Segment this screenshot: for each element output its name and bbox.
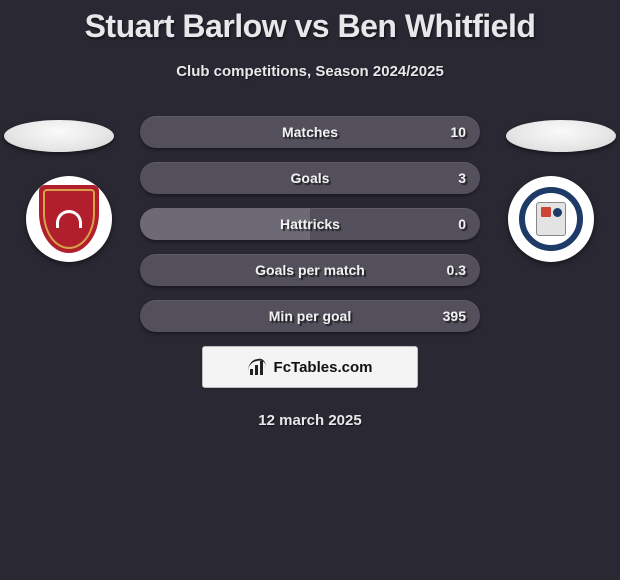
brand-text: FcTables.com — [274, 359, 373, 376]
stat-row-min-per-goal: Min per goal 395 — [140, 300, 480, 332]
player-pill-right — [506, 120, 616, 152]
stat-value-right: 395 — [443, 308, 466, 324]
stat-label: Hattricks — [280, 216, 340, 232]
player-pill-left — [4, 120, 114, 152]
brand-box[interactable]: FcTables.com — [202, 346, 418, 388]
stat-label: Matches — [282, 124, 338, 140]
club-badge-right — [508, 176, 594, 262]
stat-value-right: 3 — [458, 170, 466, 186]
stat-row-hattricks: Hattricks 0 — [140, 208, 480, 240]
stat-row-matches: Matches 10 — [140, 116, 480, 148]
subtitle: Club competitions, Season 2024/2025 — [0, 63, 620, 80]
comparison-panel: Matches 10 Goals 3 Hattricks 0 Goals per… — [0, 116, 620, 429]
morecambe-crest-icon — [39, 185, 99, 253]
stat-row-goals: Goals 3 — [140, 162, 480, 194]
chart-icon — [248, 359, 268, 375]
stat-label: Min per goal — [269, 308, 351, 324]
stat-value-right: 0.3 — [447, 262, 466, 278]
stat-label: Goals per match — [255, 262, 365, 278]
stat-value-right: 0 — [458, 216, 466, 232]
stat-bars: Matches 10 Goals 3 Hattricks 0 Goals per… — [140, 116, 480, 332]
page-title: Stuart Barlow vs Ben Whitfield — [0, 0, 620, 45]
club-badge-left — [26, 176, 112, 262]
date-label: 12 march 2025 — [0, 412, 620, 429]
barrow-crest-icon — [519, 187, 583, 251]
stat-row-goals-per-match: Goals per match 0.3 — [140, 254, 480, 286]
stat-value-right: 10 — [450, 124, 466, 140]
stat-label: Goals — [291, 170, 330, 186]
